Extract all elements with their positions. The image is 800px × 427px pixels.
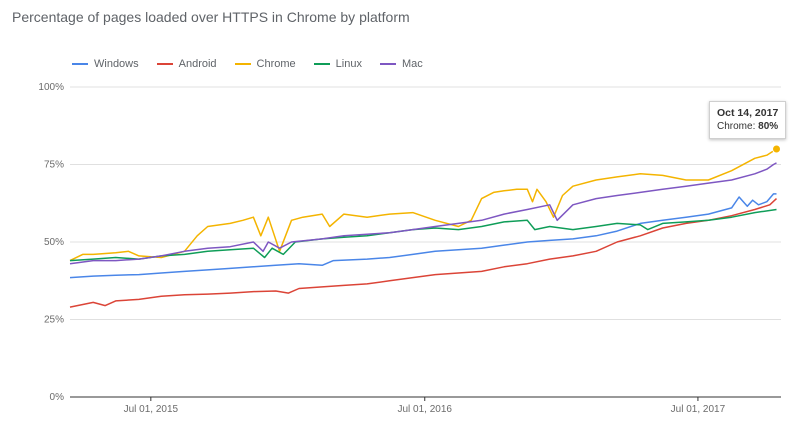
tooltip-date: Oct 14, 2017 [717,107,779,119]
chart-tooltip: Oct 14, 2017 Chrome: 80% [709,101,787,139]
series-line-windows [69,193,777,279]
legend-label: Mac [401,58,423,70]
legend-item-android[interactable]: Android [156,58,217,70]
y-tick-label: 0% [50,392,65,403]
chart-legend[interactable]: Windows Android Chrome Linux Mac [72,58,423,70]
legend-swatch [72,63,88,65]
legend-swatch [379,63,396,65]
series-line-android [69,198,778,308]
chart-title: Percentage of pages loaded over HTTPS in… [12,9,410,25]
y-tick-label: 25% [44,315,64,326]
legend-item-linux[interactable]: Linux [313,58,362,70]
legend-label: Linux [335,58,362,70]
tooltip-series: Chrome [717,121,753,132]
legend-item-chrome[interactable]: Chrome [234,58,296,70]
y-tick-label: 75% [44,160,64,171]
highlight-point [772,144,782,154]
legend-label: Chrome [256,58,296,70]
legend-label: Android [178,58,217,70]
tooltip-line: Chrome: 80% [717,121,779,132]
x-tick-label: Jul 01, 2016 [398,404,453,415]
legend-item-windows[interactable]: Windows [72,58,139,70]
legend-swatch [313,63,330,65]
legend-item-mac[interactable]: Mac [379,58,423,70]
y-tick-label: 50% [44,237,64,248]
series-line-chrome [69,148,777,262]
legend-swatch [156,63,173,65]
x-tick-label: Jul 01, 2017 [671,404,726,415]
series-line-mac [69,162,777,265]
tooltip-value: 80% [758,121,779,132]
y-tick-label: 100% [38,82,64,93]
legend-label: Windows [94,58,139,70]
x-tick-label: Jul 01, 2015 [124,404,179,415]
legend-swatch [234,63,251,65]
